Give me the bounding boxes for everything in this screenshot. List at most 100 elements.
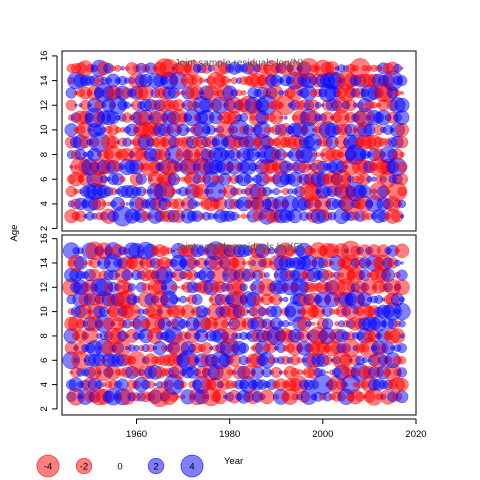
residual-bubble [395,390,409,404]
residual-bubble [278,370,283,375]
panel-bottom-title: Joint sample residuals log(F) [175,242,303,253]
residual-bubble [238,342,250,354]
residual-bubble [114,64,122,72]
panel-top-title: Joint sample residuals log(N) [175,58,304,69]
y-tick-label: 10 [39,125,50,136]
residual-bubble [73,188,79,195]
residual-bubble [175,90,182,96]
y-tick-label: 14 [39,75,50,86]
panel-bottom: Joint sample residuals log(F) 2 4 6 8 10 12 14… [39,233,417,416]
residual-bubble [191,293,203,306]
residual-bubble [134,309,139,314]
residual-bubble [179,381,187,389]
residual-bubble [279,189,283,194]
residual-bubble [153,382,157,387]
y-tick-label: 12 [39,282,50,293]
y-tick-label: 10 [39,306,50,317]
residual-bubble [120,66,125,71]
residual-bubble [101,201,107,207]
residual-bubble [396,367,408,378]
x-axis-label: Year [224,456,243,467]
residual-bubble [397,356,407,365]
y-tick-label: 8 [39,152,50,157]
x-tick-label: 1960 [126,429,147,440]
residual-bubble [239,113,249,122]
residual-bubble [397,199,407,208]
residual-bubble [287,321,293,327]
residual-bubble [396,161,408,173]
residual-bubble [241,261,246,265]
residual-bubble [135,173,147,185]
y-tick-label: 16 [39,233,50,244]
residual-bubble [361,357,368,364]
residual-bubble [283,115,288,120]
panel-top-frame [61,50,417,232]
residual-bubble [237,214,241,219]
x-axis: 1960 1980 2000 2020 [126,418,427,440]
residual-bubble [394,279,410,296]
residual-bubble [321,318,334,330]
residual-bubble [395,122,409,137]
legend-label: -2 [80,462,88,473]
residual-bubble [176,176,181,182]
residual-bubble [120,201,126,207]
residual-bubble [226,369,233,376]
residual-bubble [240,90,247,96]
y-tick-label: 16 [39,51,50,62]
y-tick-label: 14 [39,258,50,269]
residual-bubble [176,285,180,289]
legend-label: 0 [117,462,122,473]
residual-bubble [394,243,410,259]
residual-bubble [326,370,329,374]
residual-bubble [74,103,78,107]
x-tick-label: 1980 [219,429,240,440]
residual-bubble [396,75,408,86]
residual-bubble [264,272,270,278]
residual-bubble [305,320,313,328]
residual-bubble [279,115,283,120]
residual-bubble [146,380,155,389]
residual-bubble [239,283,248,292]
residual-bubble [170,283,178,291]
residual-bubble [395,135,409,149]
residual-bubble [399,214,405,219]
residual-bubble [269,110,284,125]
y-tick-label: 6 [39,177,50,182]
residual-bubble [400,66,404,70]
panel-top-y-axis: 2 4 6 8 10 12 14 16 [39,51,58,231]
residual-bubble [278,297,284,302]
residual-bubble [400,261,404,265]
legend-label: 2 [153,462,158,473]
y-tick-label: 12 [39,100,50,111]
residual-bubble [315,152,321,157]
residual-bubble [282,296,289,303]
residual-bubble [194,201,200,207]
residual-bubble [396,173,408,186]
x-tick-label: 2020 [405,429,426,440]
residual-bubble [363,123,376,136]
residual-bubble [397,186,407,197]
panel-top-bubbles [64,58,410,227]
panel-top: Joint sample residuals log(N) 2 4 6 8 10 12 14… [39,50,417,232]
residual-bubble [185,127,191,133]
y-tick-label: 6 [39,358,50,363]
residual-bubble [83,261,88,265]
legend-bubble [147,457,165,475]
residual-bubble [259,389,275,405]
residual-bubble [395,377,409,392]
legend-bubble [36,454,60,478]
residual-bubble [399,296,405,303]
residual-bubble [319,369,327,376]
panel-bottom-frame [61,234,417,416]
residual-bubble [311,321,316,326]
legend-label: 4 [189,462,194,473]
residual-bubble [394,259,401,267]
y-tick-label: 4 [39,382,50,387]
residual-bubble [278,90,284,96]
residual-bubble [127,283,136,292]
residual-bubble [400,90,404,95]
residual-bubble [272,187,280,196]
residual-bubble [394,89,401,97]
residual-bubble [358,184,372,199]
